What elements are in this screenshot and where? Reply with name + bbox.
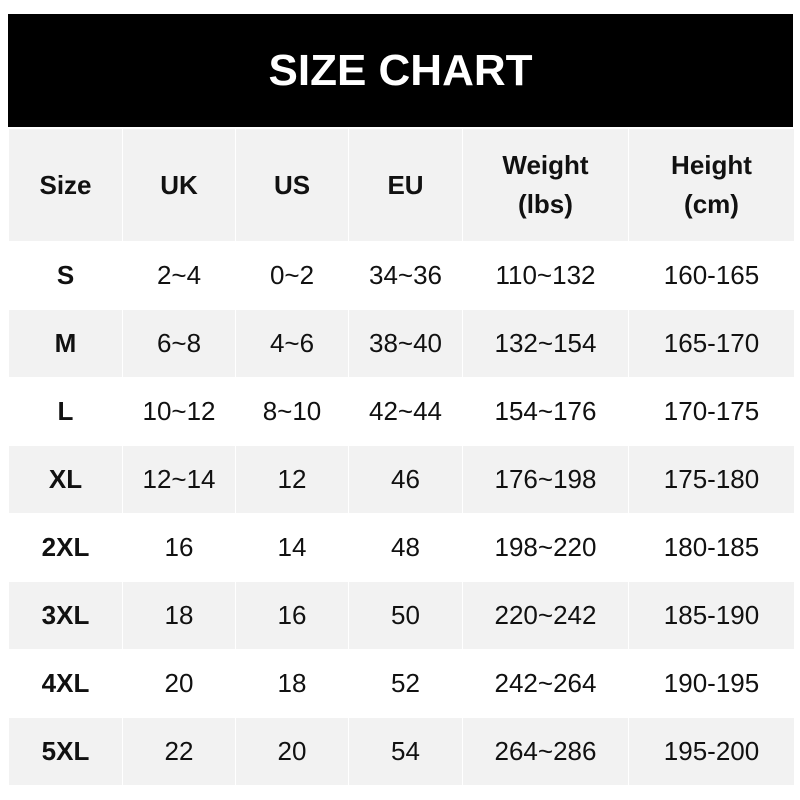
table-cell: 20 (235, 717, 349, 786)
table-cell: 14 (235, 513, 349, 582)
table-cell: 242~264 (462, 649, 629, 718)
table-row: M 6~8 4~6 38~40 132~154 165-170 (8, 309, 795, 378)
table-cell: 18 (122, 581, 236, 650)
table-cell: 22 (122, 717, 236, 786)
table-cell: 48 (348, 513, 463, 582)
table-cell: 154~176 (462, 377, 629, 446)
table-cell: 0~2 (235, 241, 349, 310)
table-cell: 50 (348, 581, 463, 650)
table-row: 3XL 18 16 50 220~242 185-190 (8, 581, 795, 650)
table-row: 4XL 20 18 52 242~264 190-195 (8, 649, 795, 718)
table-cell: 42~44 (348, 377, 463, 446)
table-cell: 185-190 (628, 581, 795, 650)
table-cell: 176~198 (462, 445, 629, 514)
table-row: XL 12~14 12 46 176~198 175-180 (8, 445, 795, 514)
size-label: XL (8, 445, 123, 514)
column-header: Height (cm) (628, 128, 795, 242)
table-cell: 52 (348, 649, 463, 718)
table-cell: 8~10 (235, 377, 349, 446)
table-cell: 264~286 (462, 717, 629, 786)
table-cell: 20 (122, 649, 236, 718)
table-cell: 220~242 (462, 581, 629, 650)
table-cell: 160-165 (628, 241, 795, 310)
column-header: EU (348, 128, 463, 242)
table-cell: 16 (235, 581, 349, 650)
size-label: L (8, 377, 123, 446)
column-header: Weight (lbs) (462, 128, 629, 242)
size-label: S (8, 241, 123, 310)
size-label: 4XL (8, 649, 123, 718)
table-cell: 10~12 (122, 377, 236, 446)
table-cell: 34~36 (348, 241, 463, 310)
table-cell: 38~40 (348, 309, 463, 378)
column-header: Size (8, 128, 123, 242)
table-cell: 165-170 (628, 309, 795, 378)
table-cell: 198~220 (462, 513, 629, 582)
size-chart-title: SIZE CHART (8, 14, 793, 127)
table-cell: 18 (235, 649, 349, 718)
size-chart-table: Size UK US EU Weight (lbs) Height (cm) S 2~4 0~… (8, 128, 795, 786)
table-cell: 195-200 (628, 717, 795, 786)
table-cell: 180-185 (628, 513, 795, 582)
column-header: UK (122, 128, 236, 242)
column-header: US (235, 128, 349, 242)
size-label: M (8, 309, 123, 378)
table-cell: 175-180 (628, 445, 795, 514)
table-row: 2XL 16 14 48 198~220 180-185 (8, 513, 795, 582)
table-cell: 132~154 (462, 309, 629, 378)
table-cell: 2~4 (122, 241, 236, 310)
table-row: S 2~4 0~2 34~36 110~132 160-165 (8, 241, 795, 310)
size-label: 5XL (8, 717, 123, 786)
table-cell: 54 (348, 717, 463, 786)
size-label: 2XL (8, 513, 123, 582)
table-cell: 190-195 (628, 649, 795, 718)
size-label: 3XL (8, 581, 123, 650)
table-cell: 6~8 (122, 309, 236, 378)
table-cell: 12 (235, 445, 349, 514)
table-cell: 46 (348, 445, 463, 514)
header-row: Size UK US EU Weight (lbs) Height (cm) (8, 128, 795, 242)
table-cell: 4~6 (235, 309, 349, 378)
table-cell: 170-175 (628, 377, 795, 446)
table-cell: 110~132 (462, 241, 629, 310)
table-row: L 10~12 8~10 42~44 154~176 170-175 (8, 377, 795, 446)
table-cell: 12~14 (122, 445, 236, 514)
table-row: 5XL 22 20 54 264~286 195-200 (8, 717, 795, 786)
table-cell: 16 (122, 513, 236, 582)
